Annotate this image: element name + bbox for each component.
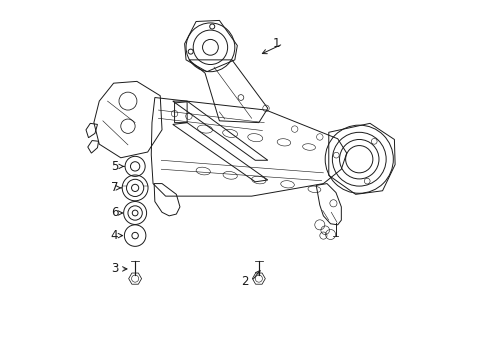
Text: 2: 2 <box>241 275 248 288</box>
Text: 6: 6 <box>111 207 118 220</box>
Text: 3: 3 <box>111 262 118 275</box>
Text: 7: 7 <box>111 181 118 194</box>
Text: 1: 1 <box>272 37 280 50</box>
Text: 4: 4 <box>111 229 118 242</box>
Text: 5: 5 <box>111 160 118 173</box>
